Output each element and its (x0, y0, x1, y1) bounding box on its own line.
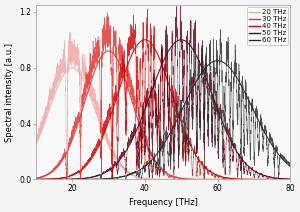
Y-axis label: Spectral intensity [a.u.]: Spectral intensity [a.u.] (5, 43, 14, 142)
Legend: 20 THz, 30 THz, 40 THz, 50 THz, 60 THz: 20 THz, 30 THz, 40 THz, 50 THz, 60 THz (247, 7, 288, 45)
X-axis label: Frequency [THz]: Frequency [THz] (129, 198, 197, 207)
